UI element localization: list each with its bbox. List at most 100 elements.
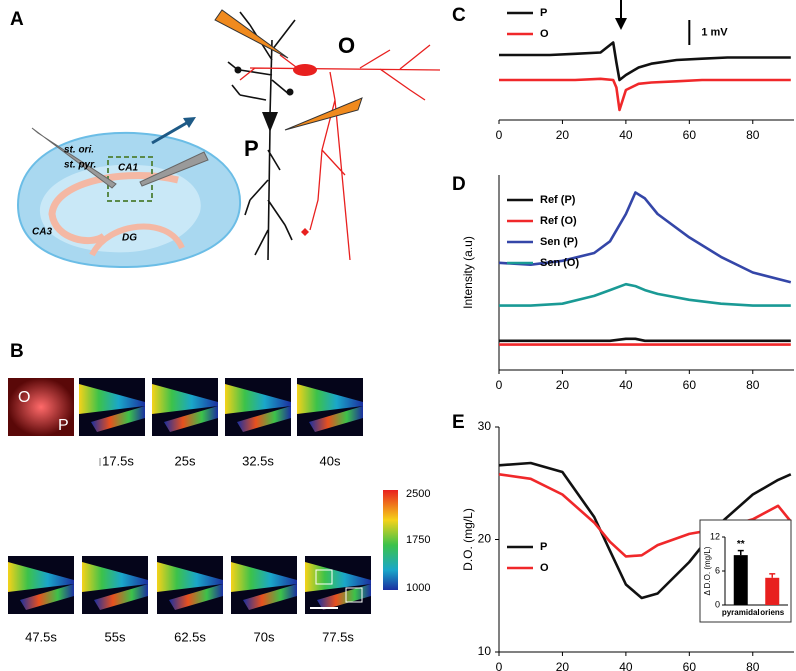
x-tick-label: 40 <box>619 660 633 671</box>
image-tile <box>157 556 223 614</box>
pipette <box>284 97 363 131</box>
image-tile <box>82 556 148 614</box>
y-tick-label: 0 <box>715 599 720 609</box>
panel-label: E <box>452 412 465 433</box>
dendrite-tip <box>234 66 242 74</box>
y-tick-label: 12 <box>710 531 720 541</box>
pyramidal-neuron <box>227 11 296 261</box>
x-tick-label: 20 <box>556 378 570 392</box>
scale-bar-label: 1 mV <box>701 26 728 38</box>
series-line <box>499 282 791 307</box>
series-line <box>498 473 792 558</box>
image-tile <box>79 378 145 436</box>
arrow-head <box>183 117 196 128</box>
legend-label: P <box>540 7 547 19</box>
y-tick-label: 10 <box>478 644 492 658</box>
time-label: 77.5s <box>322 629 354 644</box>
pyramidal-layer <box>48 172 179 245</box>
y-axis-label: Δ D.O. (mg/L) <box>703 546 712 595</box>
legend-label: O <box>540 28 549 40</box>
legend-label: Ref (O) <box>540 215 577 227</box>
x-tick-label: 60 <box>683 378 697 392</box>
electrode <box>31 127 117 189</box>
legend-label: P <box>540 541 547 553</box>
time-label: 47.5s <box>25 629 57 644</box>
time-label: 32.5s <box>242 453 274 468</box>
x-tick-label: 0 <box>496 378 503 392</box>
tile-label: P <box>58 417 69 434</box>
y-tick-label: 20 <box>478 532 492 546</box>
bar <box>765 577 780 605</box>
x-tick-label: 40 <box>619 128 633 142</box>
stimulus-arrow-head <box>615 18 627 30</box>
time-label: 40s <box>320 453 341 468</box>
x-tick-label: 20 <box>556 128 570 142</box>
series-line <box>498 191 792 284</box>
pipette <box>214 9 289 59</box>
oriens-soma <box>293 64 317 76</box>
colorbar-label: 2500 <box>406 488 430 500</box>
series-line <box>499 77 791 112</box>
image-tile <box>231 556 297 614</box>
image-tile <box>8 378 74 436</box>
time-label: 62.5s <box>174 629 206 644</box>
time-label: 25s <box>175 453 196 468</box>
legend-label: Ref (P) <box>540 194 576 206</box>
significance: ** <box>737 539 745 550</box>
category-label: pyramidal <box>722 608 760 617</box>
region-label: CA3 <box>32 227 52 238</box>
region-label: CA1 <box>118 163 138 174</box>
image-tile <box>152 378 218 436</box>
series-line <box>499 337 791 343</box>
pyramidal-soma <box>262 112 278 132</box>
colorbar-label: 1000 <box>406 582 430 594</box>
x-tick-label: 80 <box>746 128 760 142</box>
x-tick-label: 80 <box>746 660 760 671</box>
y-axis-label: Intensity (a.u) <box>461 236 475 309</box>
legend-label: Sen (P) <box>540 236 578 248</box>
cell-label: O <box>338 33 355 58</box>
image-tile <box>297 378 363 436</box>
x-tick-label: 60 <box>683 660 697 671</box>
x-tick-label: 20 <box>556 660 570 671</box>
series-line <box>499 41 791 82</box>
y-tick-label: 30 <box>478 419 492 433</box>
region-label: st. pyr. <box>64 160 96 171</box>
legend-label: O <box>540 562 549 574</box>
colorbar-label: 1750 <box>406 534 430 546</box>
panel-label: A <box>10 9 24 30</box>
image-tile <box>225 378 291 436</box>
x-tick-label: 80 <box>746 378 760 392</box>
colorbar <box>383 490 398 590</box>
electrode <box>139 151 209 187</box>
panel-label: C <box>452 5 466 26</box>
axon-end <box>301 228 309 236</box>
legend-label: Sen (O) <box>540 257 579 269</box>
category-label: oriens <box>760 608 785 617</box>
x-tick-label: 0 <box>496 660 503 671</box>
dentate-gyrus <box>89 223 185 257</box>
tile-label: O <box>18 389 30 406</box>
panel-label: D <box>452 174 466 195</box>
arrow <box>151 119 191 145</box>
series-line <box>498 461 792 600</box>
x-tick-label: 40 <box>619 378 633 392</box>
panel-label: B <box>10 341 24 362</box>
dendrite-tip <box>286 88 294 96</box>
image-tile <box>305 556 371 614</box>
x-tick-label: 60 <box>683 128 697 142</box>
cell-label: P <box>244 136 259 161</box>
y-axis-label: D.O. (mg/L) <box>461 508 475 571</box>
time-label: 70s <box>254 629 275 644</box>
region-label: st. ori. <box>64 145 94 156</box>
x-tick-label: 0 <box>496 128 503 142</box>
time-label: 17.5s <box>102 453 134 468</box>
image-tile <box>8 556 74 614</box>
roi-box <box>345 587 363 603</box>
oriens-neuron <box>239 44 441 261</box>
bar <box>733 555 748 605</box>
region-label: DG <box>122 233 137 244</box>
y-tick-label: 6 <box>715 565 720 575</box>
